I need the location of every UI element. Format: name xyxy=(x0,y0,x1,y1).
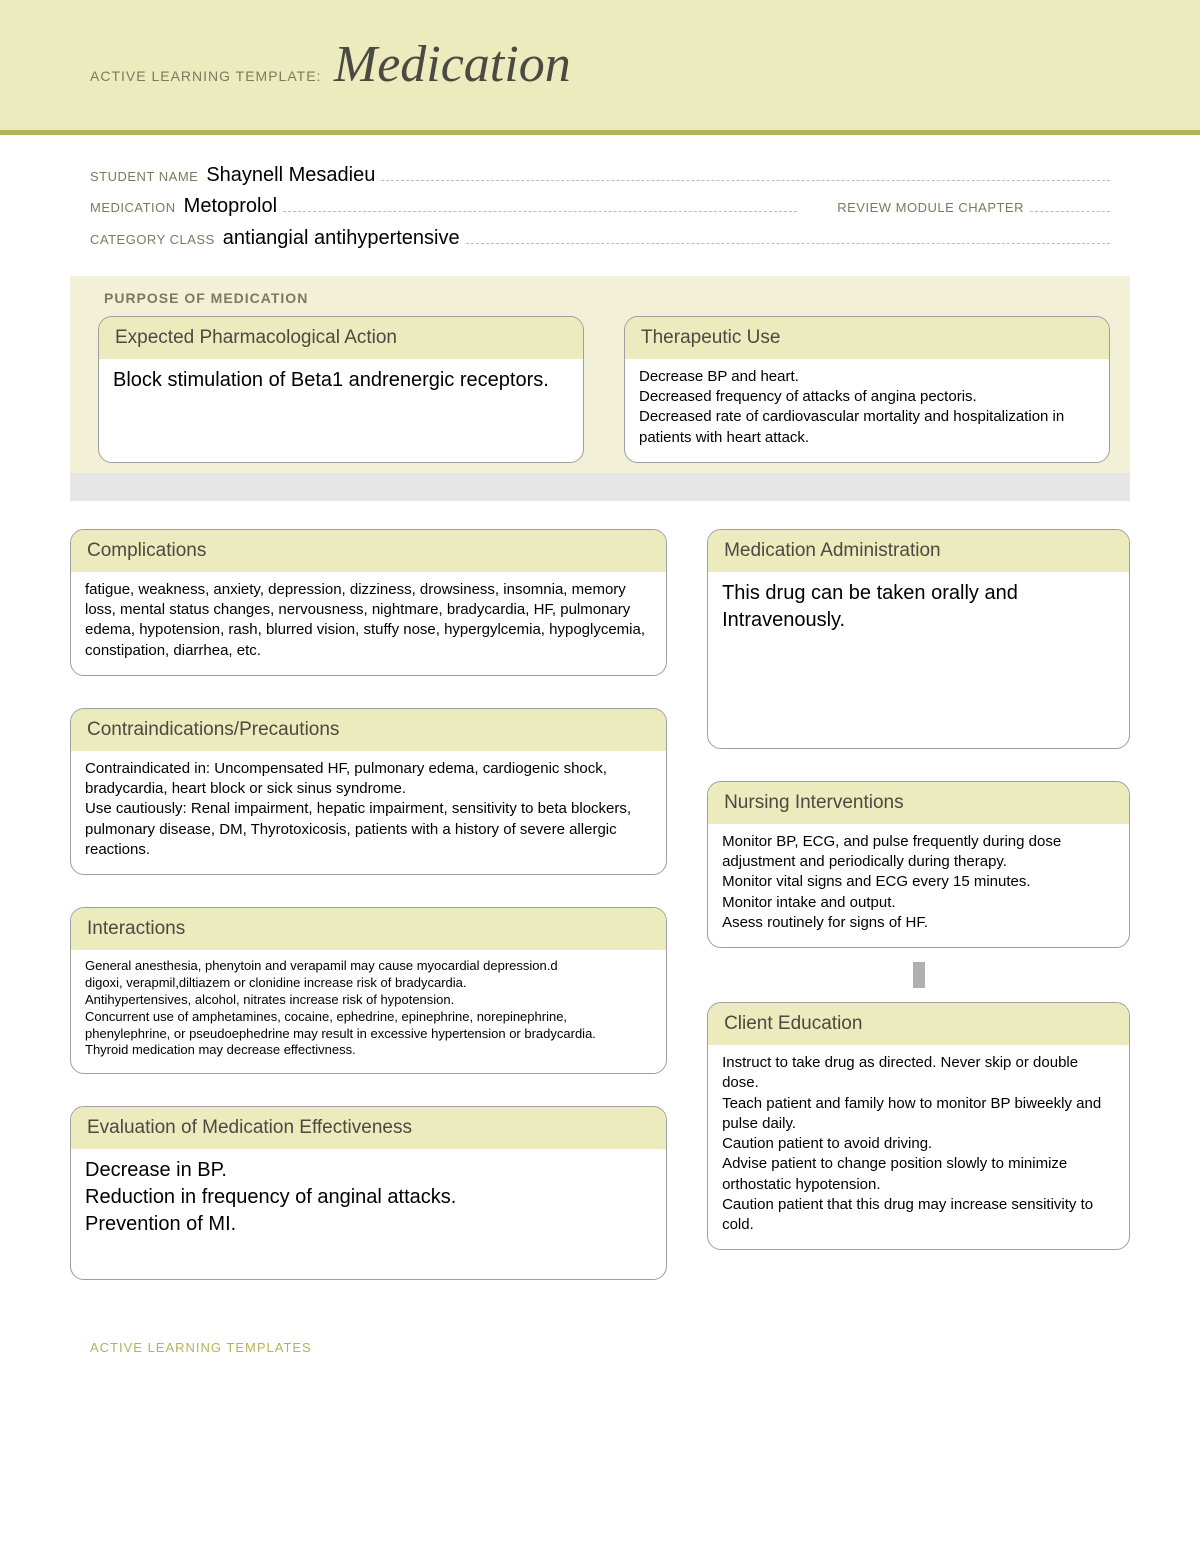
card-client-education: Client Education Instruct to take drug a… xyxy=(707,1002,1130,1250)
purpose-heading: PURPOSE OF MEDICATION xyxy=(98,290,1110,306)
category-class-label: CATEGORY CLASS xyxy=(90,232,215,247)
card-title: Complications xyxy=(71,530,666,572)
footer-text: ACTIVE LEARNING TEMPLATES xyxy=(90,1340,1200,1355)
meta-section: STUDENT NAME Shaynell Mesadieu MEDICATIO… xyxy=(0,135,1200,276)
underline xyxy=(283,195,797,213)
student-name-value: Shaynell Mesadieu xyxy=(206,164,375,187)
card-title: Expected Pharmacological Action xyxy=(99,317,583,359)
underline xyxy=(466,226,1110,244)
card-pharmacological-action: Expected Pharmacological Action Block st… xyxy=(98,316,584,463)
card-nursing-interventions: Nursing Interventions Monitor BP, ECG, a… xyxy=(707,781,1130,948)
card-body: Decrease BP and heart. Decreased frequen… xyxy=(625,359,1109,462)
student-name-label: STUDENT NAME xyxy=(90,169,198,184)
left-column: Complications fatigue, weakness, anxiety… xyxy=(70,529,667,1281)
card-therapeutic-use: Therapeutic Use Decrease BP and heart. D… xyxy=(624,316,1110,463)
card-title: Medication Administration xyxy=(708,530,1129,572)
underline xyxy=(1030,195,1110,213)
card-body: Block stimulation of Beta1 andrenergic r… xyxy=(99,359,583,408)
gray-band xyxy=(70,473,1130,501)
card-body: Instruct to take drug as directed. Never… xyxy=(708,1045,1129,1249)
card-title: Therapeutic Use xyxy=(625,317,1109,359)
card-title: Nursing Interventions xyxy=(708,782,1129,824)
medication-value: Metoprolol xyxy=(184,195,277,218)
card-title: Interactions xyxy=(71,908,666,950)
card-title: Evaluation of Medication Effectiveness xyxy=(71,1107,666,1149)
card-complications: Complications fatigue, weakness, anxiety… xyxy=(70,529,667,676)
underline xyxy=(381,163,1110,181)
review-module-label: REVIEW MODULE CHAPTER xyxy=(837,200,1024,215)
category-class-value: antiangial antihypertensive xyxy=(223,227,460,250)
card-body: Monitor BP, ECG, and pulse frequently du… xyxy=(708,824,1129,947)
right-column: Medication Administration This drug can … xyxy=(707,529,1130,1281)
card-evaluation: Evaluation of Medication Effectiveness D… xyxy=(70,1106,667,1280)
banner-title: Medication xyxy=(334,35,571,94)
connector-bar xyxy=(913,962,925,988)
banner: ACTIVE LEARNING TEMPLATE: Medication xyxy=(0,0,1200,130)
card-title: Client Education xyxy=(708,1003,1129,1045)
card-body: fatigue, weakness, anxiety, depression, … xyxy=(71,572,666,675)
card-interactions: Interactions General anesthesia, phenyto… xyxy=(70,907,667,1074)
card-body: Decrease in BP. Reduction in frequency o… xyxy=(71,1149,666,1279)
banner-label: ACTIVE LEARNING TEMPLATE: xyxy=(90,68,321,84)
purpose-section: PURPOSE OF MEDICATION Expected Pharmacol… xyxy=(70,276,1130,473)
card-body: Contraindicated in: Uncompensated HF, pu… xyxy=(71,751,666,874)
card-title: Contraindications/Precautions xyxy=(71,709,666,751)
card-body: General anesthesia, phenytoin and verapa… xyxy=(71,950,666,1073)
main-grid: Complications fatigue, weakness, anxiety… xyxy=(70,529,1130,1281)
card-administration: Medication Administration This drug can … xyxy=(707,529,1130,749)
card-contraindications: Contraindications/Precautions Contraindi… xyxy=(70,708,667,875)
card-body: This drug can be taken orally and Intrav… xyxy=(708,572,1129,648)
medication-label: MEDICATION xyxy=(90,200,176,215)
